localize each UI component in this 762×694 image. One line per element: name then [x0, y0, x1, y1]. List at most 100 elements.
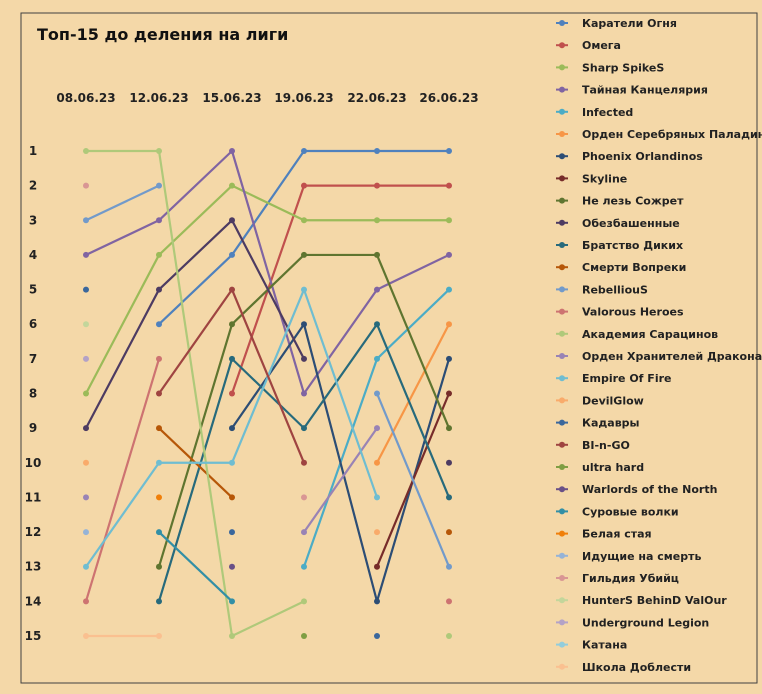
- data-point: [156, 494, 162, 501]
- legend-entry: HunterS BehinD ValOur: [582, 594, 727, 607]
- legend-swatch-marker: [559, 197, 565, 204]
- legend-entry: Катана: [582, 639, 627, 652]
- data-point: [446, 148, 452, 154]
- data-point: [446, 321, 452, 328]
- legend-swatch-marker: [559, 330, 565, 337]
- legend-entry: Warlords of the North: [582, 483, 717, 496]
- y-tick-label: 13: [25, 560, 42, 574]
- data-point: [156, 390, 162, 397]
- data-point: [83, 633, 89, 639]
- data-point: [446, 563, 452, 570]
- legend-entry: DevilGlow: [582, 394, 644, 407]
- y-tick-label: 15: [25, 629, 42, 643]
- data-point: [229, 251, 235, 258]
- data-point: [446, 529, 452, 536]
- legend-swatch-marker: [559, 575, 565, 581]
- data-point: [83, 321, 89, 328]
- data-point: [156, 355, 162, 362]
- legend-swatch-marker: [559, 20, 565, 26]
- data-point: [156, 182, 162, 189]
- legend-swatch-marker: [559, 663, 565, 670]
- data-point: [229, 425, 235, 432]
- y-tick-label: 1: [29, 144, 37, 158]
- data-point: [156, 563, 162, 570]
- legend: Каратели Огня Омега Sharp SpikeS Тайная Кан…: [556, 17, 762, 674]
- data-point: [156, 321, 162, 328]
- x-tick-label: 15.06.23: [202, 91, 261, 105]
- y-tick-label: 9: [29, 421, 37, 435]
- data-point: [374, 494, 380, 501]
- y-tick-label: 7: [29, 352, 37, 366]
- x-axis-labels: 08.06.23 12.06.23 15.06.23 19.06.23 22.06.23…: [56, 91, 478, 105]
- data-point: [156, 633, 162, 639]
- data-point: [374, 217, 380, 224]
- y-tick-label: 12: [25, 525, 42, 539]
- y-tick-label: 3: [29, 213, 37, 227]
- data-point: [156, 251, 162, 258]
- legend-entry: ultra hard: [582, 461, 644, 474]
- series-line: [84, 358, 161, 602]
- data-point: [301, 459, 307, 466]
- data-point: [301, 321, 307, 328]
- data-point: [156, 529, 162, 536]
- data-point: [156, 459, 162, 466]
- data-point: [374, 459, 380, 466]
- legend-swatch-marker: [559, 86, 565, 93]
- data-point: [301, 563, 307, 570]
- data-point: [374, 355, 380, 362]
- data-point: [229, 148, 235, 154]
- data-point: [446, 251, 452, 258]
- legend-entry: BI-n-GO: [582, 439, 630, 452]
- legend-entry: Братство Диких: [582, 239, 683, 252]
- legend-swatch-marker: [559, 619, 565, 626]
- data-point: [446, 286, 452, 293]
- data-point: [83, 390, 89, 397]
- legend-swatch-marker: [559, 308, 565, 315]
- data-point: [374, 286, 380, 293]
- legend-entry: Идущие на смерть: [582, 550, 701, 563]
- legend-entry: RebelliouS: [582, 283, 648, 296]
- series-line: [85, 184, 449, 395]
- data-point: [301, 148, 307, 154]
- legend-entry: Sharp SpikeS: [582, 61, 664, 74]
- data-point: [83, 251, 89, 258]
- data-point: [229, 563, 235, 570]
- chart-title: Топ-15 до деления на лиги: [37, 25, 288, 44]
- data-point: [374, 182, 380, 189]
- legend-swatch-marker: [559, 264, 565, 271]
- y-tick-label: 10: [25, 456, 42, 470]
- data-point: [301, 390, 307, 397]
- legend-swatch-marker: [559, 508, 565, 515]
- legend-swatch-marker: [559, 175, 565, 182]
- data-point: [446, 217, 452, 224]
- legend-swatch-marker: [559, 464, 565, 470]
- legend-entry: Каратели Огня: [582, 17, 677, 30]
- series-line: [86, 149, 305, 638]
- data-point: [446, 355, 452, 362]
- data-point: [301, 217, 307, 224]
- data-point: [374, 148, 380, 154]
- data-point: [446, 425, 452, 432]
- legend-entry: Суровые волки: [582, 505, 679, 518]
- legend-entry: Белая стая: [582, 528, 652, 541]
- x-tick-label: 19.06.23: [274, 91, 333, 105]
- legend-entry: Гильдия Убийц: [582, 572, 679, 585]
- legend-entry: Valorous Heroes: [582, 306, 684, 319]
- legend-swatch-marker: [559, 353, 565, 359]
- series-line: [375, 393, 451, 568]
- legend-entry: Орден Хранителей Дракона: [582, 350, 762, 363]
- data-point: [83, 494, 89, 501]
- data-point: [83, 529, 89, 536]
- legend-swatch-marker: [559, 108, 565, 115]
- data-point: [83, 459, 89, 466]
- legend-entry: Skyline: [582, 172, 627, 185]
- data-point: [83, 563, 89, 570]
- data-point: [229, 217, 235, 224]
- legend-entry: Не лезь Сожрет: [582, 195, 684, 208]
- legend-entry: Phoenix Orlandinos: [582, 150, 703, 163]
- data-point: [374, 633, 380, 639]
- legend-swatch-marker: [559, 131, 565, 137]
- series-line: [85, 184, 160, 222]
- data-point: [374, 529, 380, 536]
